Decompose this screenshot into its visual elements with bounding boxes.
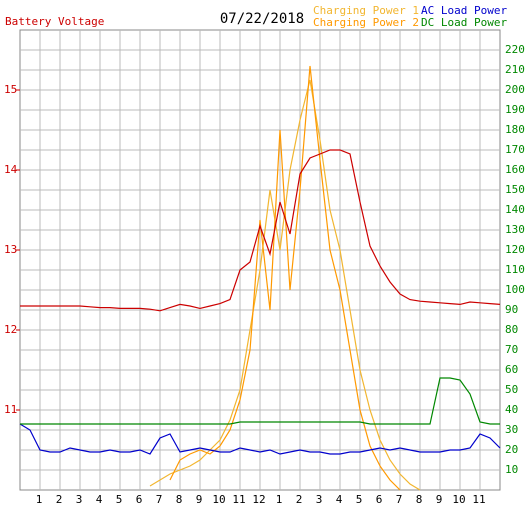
x-tick-label: 5 [356,493,363,506]
y2-tick-label: 40 [505,403,518,416]
x-tick-label: 10 [212,493,225,506]
x-tick-label: 2 [56,493,63,506]
y2-tick-label: 90 [505,303,518,316]
x-tick-label: 4 [96,493,103,506]
y2-tick-label: 80 [505,323,518,336]
y-tick-label: 15 [4,83,17,96]
x-tick-label: 3 [76,493,83,506]
x-tick-label: 11 [472,493,485,506]
x-tick-label: 8 [416,493,423,506]
y2-tick-label: 170 [505,143,525,156]
x-tick-label: 8 [176,493,183,506]
y2-tick-label: 70 [505,343,518,356]
x-tick-label: 10 [452,493,465,506]
y2-tick-label: 200 [505,83,525,96]
y2-tick-label: 160 [505,163,525,176]
chart-title: 07/22/2018 [220,11,304,27]
x-tick-label: 4 [336,493,343,506]
legend-entry: DC Load Power [421,16,507,29]
y2-tick-label: 220 [505,43,525,56]
y2-tick-label: 50 [505,383,518,396]
legend-entry: AC Load Power [421,4,507,17]
x-tick-label: 6 [136,493,143,506]
x-tick-label: 9 [196,493,203,506]
x-tick-label: 5 [116,493,123,506]
y2-tick-label: 30 [505,423,518,436]
y2-tick-label: 60 [505,363,518,376]
y2-tick-label: 140 [505,203,525,216]
y2-tick-label: 120 [505,243,525,256]
y2-tick-label: 210 [505,63,525,76]
x-tick-label: 9 [436,493,443,506]
y2-tick-label: 20 [505,443,518,456]
y-tick-label: 12 [4,323,17,336]
y2-tick-label: 100 [505,283,525,296]
x-tick-label: 6 [376,493,383,506]
series-line [20,377,500,425]
y-tick-label: 13 [4,243,17,256]
y-axis-label: Battery Voltage [5,15,104,28]
y2-tick-label: 130 [505,223,525,236]
y2-tick-label: 180 [505,123,525,136]
series-line [169,65,401,491]
x-tick-label: 1 [276,493,283,506]
x-tick-label: 2 [296,493,303,506]
x-tick-label: 7 [156,493,163,506]
x-tick-label: 1 [36,493,43,506]
y2-tick-label: 150 [505,183,525,196]
legend-entry: Charging Power 1 [313,4,419,17]
legend-entry: Charging Power 2 [313,16,419,29]
x-tick-label: 12 [252,493,265,506]
x-tick-label: 11 [232,493,245,506]
series-line [19,423,501,455]
x-tick-label: 3 [316,493,323,506]
y-tick-label: 11 [4,403,17,416]
y2-tick-label: 190 [505,103,525,116]
y2-tick-label: 10 [505,463,518,476]
y2-tick-label: 110 [505,263,525,276]
series-line [20,149,501,312]
x-tick-label: 7 [396,493,403,506]
y-tick-label: 14 [4,163,18,176]
